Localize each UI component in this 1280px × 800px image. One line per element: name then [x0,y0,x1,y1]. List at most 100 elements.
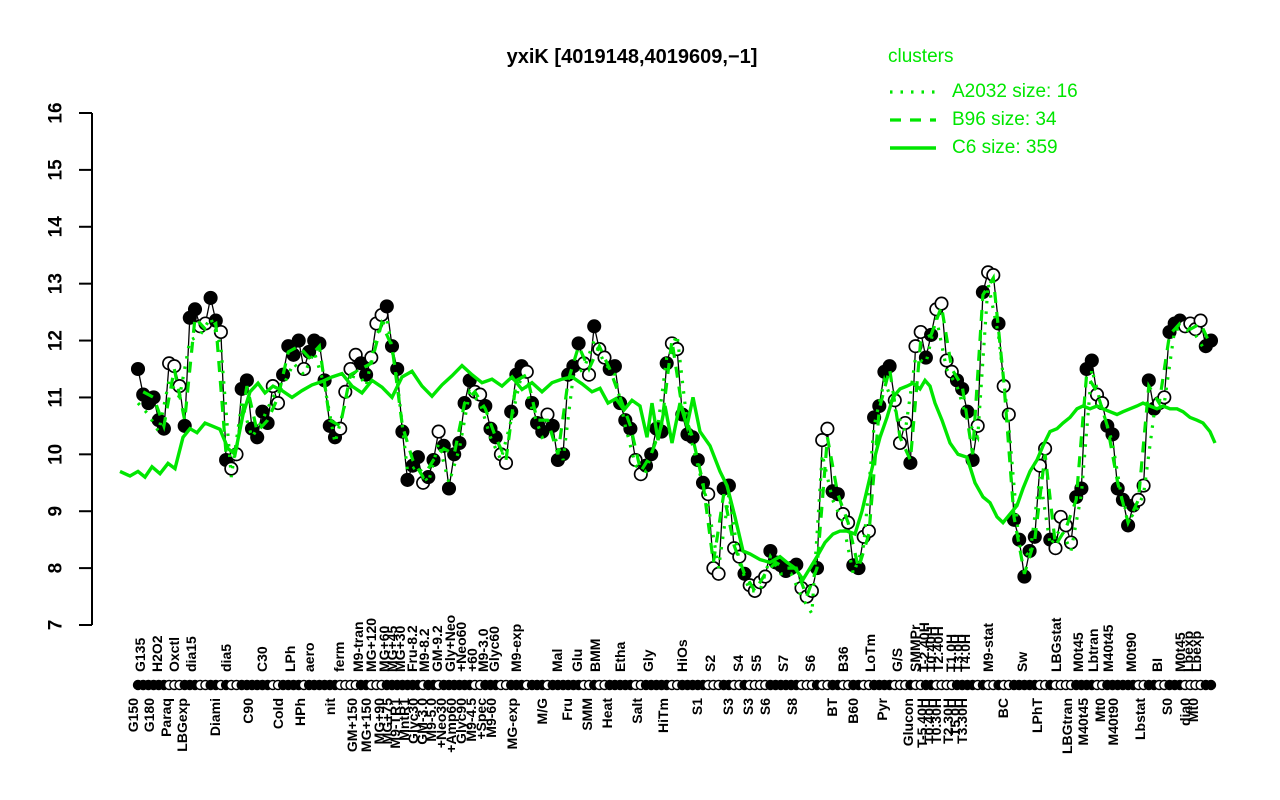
x-label-bottom: Pyr [874,697,890,720]
y-tick-label: 12 [46,330,67,351]
dashed-line-icon [890,118,936,122]
x-label-bottom: T5.0H [947,698,963,736]
data-point-open [1048,541,1063,556]
x-label-top: G/S [889,648,905,672]
x-label-bottom: +Spec [473,698,489,740]
x-label-bottom: T3.30H [954,698,970,744]
data-point-filled [882,359,897,374]
x-label-top: S5 [748,655,764,672]
x-label-top: M0t90 [1123,632,1139,672]
x-label-bottom: Glucon [900,698,916,746]
legend-title: clusters [888,46,954,67]
x-label-bottom: T-5.40H [914,698,930,748]
x-label-bottom: M40t90 [1105,698,1121,746]
x-label-bottom: M9-TR1 [387,698,403,749]
legend-label: C6 size: 359 [952,137,1058,158]
x-label-top: M40t45 [1100,624,1116,672]
x-label-bottom: S3 [720,698,736,715]
cluster-line-c6-solid [119,363,1217,583]
x-label-top: Mal [549,649,565,672]
x-label-bottom: G150 [125,698,141,732]
x-label-top: B36 [835,646,851,672]
data-point-open [431,424,446,439]
data-point-filled [644,447,659,462]
legend-item-a2032: A2032 size: 16 [888,78,1078,106]
x-label-bottom: Diami [207,698,223,736]
x-label-bottom: M/G [534,698,550,725]
x-label-top: C30 [254,646,270,672]
x-label-top: H2O2 [149,635,165,672]
data-point-filled [1084,353,1099,368]
x-label-top: S7 [775,655,791,672]
x-label-top: +Neo60 [453,622,469,672]
x-label-top: S6 [802,655,818,672]
data-point-open [934,296,949,311]
x-label-bottom: LBGtran [1059,698,1075,754]
data-point-filled [260,415,275,431]
data-point-filled [607,359,622,374]
x-label-bottom: S1 [689,698,705,715]
x-label-bottom: HiTm [655,698,671,733]
data-point-filled [146,390,161,405]
x-label-top: T-2.40H [916,622,932,672]
cluster-line-b96-dashed [142,273,1213,602]
y-tick-label: 9 [46,506,67,517]
x-label-top: Lbtran [1085,628,1101,672]
data-point-open [820,421,835,436]
x-label-top: MG+45 [384,625,400,672]
y-tick-label: 7 [46,620,67,631]
dotted-line-icon [890,90,936,94]
x-label-top: M9-stat [980,623,996,672]
x-label-top: S4 [730,655,746,672]
x-label-top: M9-exp [508,624,524,672]
x-label-bottom: Lbstat [1132,698,1148,740]
x-label-bottom: Glyc30 [405,698,421,744]
x-label-bottom: M9-60 [483,698,499,738]
data-point-open [1001,407,1016,422]
y-tick-label: 10 [46,444,67,465]
x-label-bottom: Fru [559,698,575,721]
x-label-bottom: MG+150 [358,698,374,752]
x-label-bottom: SMM [579,698,595,731]
x-label-bottom: MG+75 [379,698,395,745]
x-label-bottom: Heat [599,698,615,729]
y-tick-label: 13 [46,273,67,294]
x-label-bottom: MG-exp [504,698,520,749]
x-label-top: LBGstat [1048,617,1064,672]
x-label-top: Lbexp [1188,631,1204,672]
x-label-top: G135 [132,638,148,672]
y-tick-label: 8 [46,563,67,574]
x-label-bottom: Mt0 [1185,698,1201,722]
data-point-open [970,418,985,433]
x-label-bottom: B60 [845,698,861,724]
x-label-top: Lbexp [1180,631,1196,672]
x-label-bottom: nit [322,698,338,715]
x-label-bottom: +Neo30 [433,698,449,748]
x-label-top: T3.0H [950,634,966,672]
x-label-top: BI [1149,658,1165,672]
data-point-open [224,461,239,476]
x-label-top: Glyc60 [486,626,502,672]
x-label-top: dia15 [183,636,199,672]
x-label-top: HiOs [674,639,690,672]
data-point-filled [441,481,457,496]
x-label-top: Oxctl [166,637,182,672]
x-label-bottom: MntR1 [396,698,412,741]
x-label-bottom: T0.30H [928,698,944,744]
x-label-bottom: Salt [629,698,645,724]
data-point-filled [587,319,602,334]
x-label-bottom: Paraq [158,698,174,737]
legend: clusters A2032 size: 16 B96 size: 34 C6 … [888,46,1078,162]
x-label-bottom: S8 [784,698,800,715]
x-label-bottom: C90 [240,698,256,724]
legend-item-c6: C6 size: 359 [888,134,1078,162]
x-label-top: M0t45 [1070,632,1086,672]
data-point-filled [187,302,203,317]
x-label-bottom: GM-3.0 [414,698,430,745]
data-point-filled [291,333,306,348]
x-label-top: ferm [331,642,347,672]
y-tick-label: 15 [46,159,67,181]
page-title: yxiK [4019148,4019609,−1] [506,46,758,68]
x-label-bottom: dia0 [1177,698,1193,726]
x-label-bottom: Glyc90 [453,698,469,744]
